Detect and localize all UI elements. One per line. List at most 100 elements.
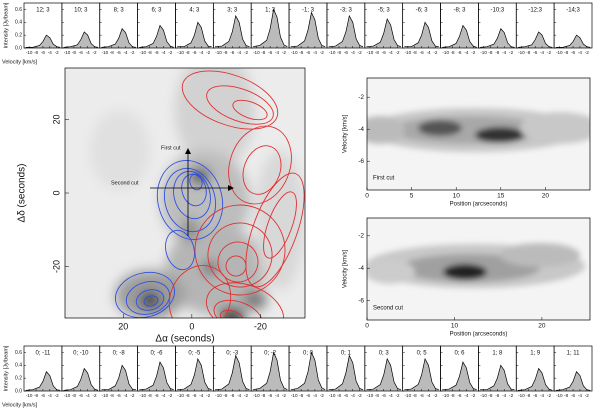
pv-blob bbox=[367, 260, 415, 284]
panel-label: 0; -3 bbox=[226, 351, 239, 357]
spectrum-line bbox=[328, 354, 364, 391]
x-tick-label: -4 bbox=[86, 393, 91, 398]
spectrum-line bbox=[442, 24, 477, 48]
spectrum-area bbox=[328, 15, 364, 48]
x-axis-label: Δα (seconds) bbox=[155, 334, 214, 345]
x-tick-label: -4 bbox=[48, 50, 53, 55]
x-tick-label: 10 bbox=[451, 323, 459, 330]
spectrum-area bbox=[101, 28, 136, 48]
pv-image bbox=[367, 78, 590, 190]
spectrum-line bbox=[177, 21, 212, 48]
panel-label: 10; 3 bbox=[74, 8, 88, 14]
x-tick-label: -4 bbox=[124, 393, 129, 398]
y-tick-label: 0.0 bbox=[15, 45, 22, 51]
x-tick-label: 5 bbox=[410, 193, 414, 200]
spectrum-line bbox=[290, 351, 326, 391]
y-tick-label: 0.6 bbox=[15, 7, 22, 13]
x-tick-label: -4 bbox=[464, 393, 469, 398]
spectrum-panel: 1; 9 -10 -8 -6 -4 -2 bbox=[515, 345, 555, 398]
x-tick-label: -8 bbox=[451, 393, 456, 398]
red-contour bbox=[263, 191, 297, 259]
blue-contour bbox=[165, 229, 195, 271]
x-tick-label: -2 bbox=[93, 393, 98, 398]
x-tick-label: -10 bbox=[64, 50, 71, 55]
x-tick-label: -8 bbox=[413, 50, 418, 55]
x-tick-label: -4 bbox=[275, 50, 280, 55]
x-tick-label: -4 bbox=[540, 50, 545, 55]
spectrum-panel: 1; 8 -10 -8 -6 -4 -2 bbox=[478, 345, 517, 398]
x-tick-label: -10 bbox=[442, 393, 449, 398]
x-tick-label: -8 bbox=[110, 50, 115, 55]
x-tick-label: -8 bbox=[564, 393, 569, 398]
x-tick-label: -6 bbox=[457, 393, 462, 398]
spectrum-line bbox=[25, 34, 61, 48]
spectrum-line bbox=[517, 31, 553, 48]
x-tick-label: -10 bbox=[480, 50, 487, 55]
x-tick-label: -8 bbox=[261, 393, 266, 398]
spectrum-line bbox=[63, 367, 99, 391]
x-tick-label: -6 bbox=[41, 50, 46, 55]
gray-blob bbox=[140, 292, 160, 308]
panel-label: 4; 3 bbox=[189, 8, 200, 14]
x-tick-label: -4 bbox=[351, 393, 356, 398]
x-tick-label: -8 bbox=[526, 50, 531, 55]
spectrum-panel: 8; 3 -10 -8 -6 -4 -2 bbox=[99, 2, 138, 55]
spectrum-line bbox=[252, 8, 288, 48]
spectrum-panel: -10;3 -10 -8 -6 -4 -2 bbox=[478, 2, 517, 55]
gray-blob bbox=[90, 110, 150, 190]
x-tick-label: -2 bbox=[547, 50, 552, 55]
x-tick-label: -10 bbox=[329, 50, 336, 55]
x-tick-label: -10 bbox=[291, 393, 298, 398]
x-tick-label: -10 bbox=[480, 393, 487, 398]
x-tick-label: -8 bbox=[261, 50, 266, 55]
x-tick-label: -4 bbox=[124, 50, 129, 55]
x-tick-label: -6 bbox=[571, 50, 576, 55]
spectrum-panel: 6; 3 -10 -8 -6 -4 -2 bbox=[137, 2, 176, 55]
spectrum-panel: 0; -5 -10 -8 -6 -4 -2 bbox=[175, 345, 214, 398]
y-tick-label: -6 bbox=[358, 158, 364, 165]
x-tick-label: -4 bbox=[313, 393, 318, 398]
pv-emission bbox=[367, 108, 590, 152]
x-tick-label: -2 bbox=[585, 50, 590, 55]
x-tick-label: -2 bbox=[320, 50, 325, 55]
y-axis-label: Intensity [Jy/beam] bbox=[3, 2, 9, 48]
x-tick-label: -10 bbox=[215, 50, 222, 55]
panel-label: 0; 1 bbox=[341, 351, 352, 357]
panel-label: 12; 3 bbox=[36, 8, 50, 14]
red-contour bbox=[220, 309, 244, 318]
annotation: Second cut bbox=[373, 306, 403, 312]
x-tick-label: -2 bbox=[282, 50, 287, 55]
panel-label: -6; 3 bbox=[416, 8, 429, 14]
panel-label: 0; -8 bbox=[113, 351, 126, 357]
pv-blob bbox=[500, 243, 580, 267]
x-tick-label: -6 bbox=[192, 393, 197, 398]
red-contour bbox=[228, 125, 292, 205]
x-tick-label: -8 bbox=[185, 393, 190, 398]
x-tick-label: -4 bbox=[199, 393, 204, 398]
spectrum-panel: -14;3 -10 -8 -6 -4 -2 bbox=[553, 2, 593, 55]
x-tick-label: -2 bbox=[509, 393, 514, 398]
x-tick-label: -6 bbox=[154, 393, 159, 398]
spectrum-line bbox=[517, 367, 553, 391]
annotation: Second cut bbox=[111, 180, 139, 186]
x-tick-label: -4 bbox=[48, 393, 53, 398]
arrow-head bbox=[185, 148, 191, 154]
x-tick-label: -8 bbox=[223, 50, 228, 55]
x-tick-label: -2 bbox=[585, 393, 590, 398]
x-tick-label: -8 bbox=[148, 50, 153, 55]
x-tick-label: -6 bbox=[79, 393, 84, 398]
red-contour bbox=[206, 282, 284, 318]
y-tick-label: 0 bbox=[51, 190, 61, 195]
contours bbox=[115, 70, 305, 318]
arrow-head bbox=[228, 185, 234, 191]
x-tick-label: 20 bbox=[118, 321, 128, 331]
x-tick-label: -4 bbox=[199, 50, 204, 55]
spectrum-panel: 0; -3 -10 -8 -6 -4 -2 bbox=[212, 345, 252, 398]
spectrum-panel: 0; -8 -10 -8 -6 -4 -2 bbox=[99, 345, 138, 398]
x-tick-label: -4 bbox=[351, 50, 356, 55]
panel-label: 6; 3 bbox=[152, 8, 163, 14]
x-tick-label: -6 bbox=[382, 393, 387, 398]
panel-label: -12;3 bbox=[528, 8, 542, 14]
x-tick-label: -4 bbox=[237, 393, 242, 398]
red-contour bbox=[206, 85, 274, 125]
